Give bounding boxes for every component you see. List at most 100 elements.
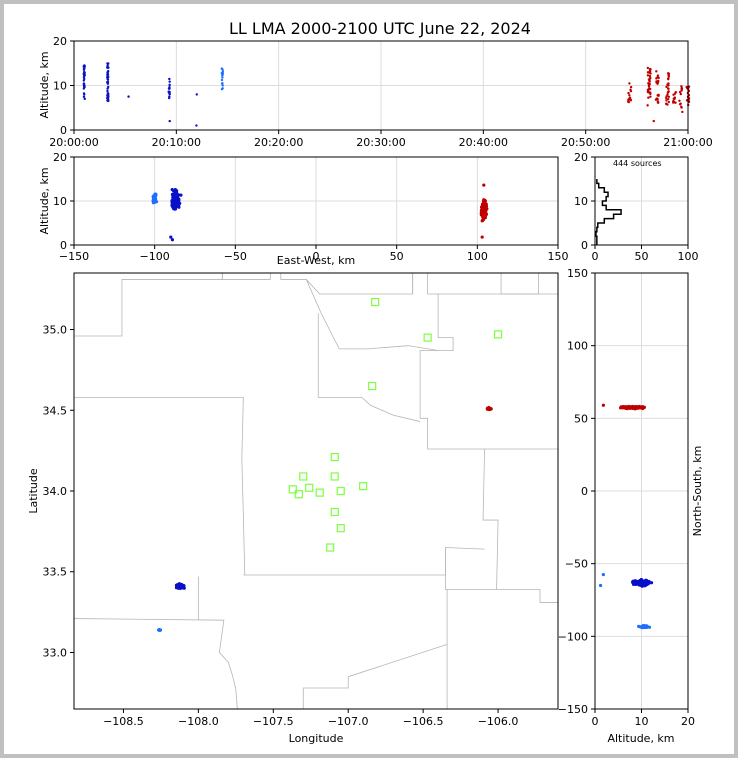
lma-station-marker xyxy=(299,472,308,481)
ew-altitude-ylabel: Altitude, km xyxy=(38,167,51,234)
time-altitude-source xyxy=(106,81,109,84)
time-altitude-source xyxy=(106,73,110,76)
time-altitude-source xyxy=(107,62,110,65)
ew-source xyxy=(176,203,180,207)
time-altitude-source xyxy=(106,94,110,98)
time-altitude-source xyxy=(106,91,110,95)
ns-tick-label: −150 xyxy=(558,703,588,716)
ns-source xyxy=(642,583,646,588)
ew-tick-label: −100 xyxy=(140,250,170,263)
time-altitude-source xyxy=(667,75,671,78)
time-altitude-source xyxy=(628,94,631,97)
latitude-tick-label: 35.0 xyxy=(43,324,68,337)
time-altitude-source xyxy=(665,85,668,89)
time-altitude-source xyxy=(678,99,681,102)
time-altitude-source xyxy=(648,74,652,78)
ns-source xyxy=(649,581,654,585)
ew-tick-label: 0 xyxy=(313,250,320,263)
time-altitude-source xyxy=(106,97,110,101)
longitude-tick-label: −106.5 xyxy=(403,715,444,728)
time-altitude-source xyxy=(673,97,676,101)
time-altitude-source xyxy=(672,101,675,104)
time-altitude-source xyxy=(82,75,86,79)
time-altitude-source xyxy=(646,89,650,92)
ew-source xyxy=(154,192,158,196)
county-boundary xyxy=(482,449,499,590)
county-boundary xyxy=(302,644,448,709)
plan-source xyxy=(177,585,180,589)
time-altitude-source xyxy=(83,97,86,101)
ns-tick-label: −50 xyxy=(565,558,588,571)
ns-xlabel: Altitude, km xyxy=(607,732,674,745)
time-altitude-source xyxy=(674,101,677,104)
time-altitude-source xyxy=(646,104,649,107)
lma-station-marker xyxy=(288,485,297,494)
time-altitude-source xyxy=(666,72,670,75)
ns-source xyxy=(645,624,649,628)
time-altitude-source xyxy=(655,70,658,73)
time-altitude-source xyxy=(127,95,130,98)
altitude-tick-label: 10 xyxy=(53,80,67,93)
time-altitude-source xyxy=(680,89,683,92)
ns-tick-label: 50 xyxy=(574,412,588,425)
time-altitude-source xyxy=(667,95,671,98)
time-altitude-source xyxy=(667,100,670,104)
latitude-tick-label: 33.0 xyxy=(43,646,68,659)
altitude-histogram-line xyxy=(595,179,622,245)
county-boundary xyxy=(73,618,238,710)
latitude-label: Latitude xyxy=(27,468,40,514)
ew-source xyxy=(482,183,486,187)
county-boundary xyxy=(74,396,246,575)
county-boundary xyxy=(305,279,454,351)
longitude-tick-label: −108.5 xyxy=(103,715,144,728)
time-altitude-source xyxy=(167,96,171,100)
ns-source xyxy=(641,405,645,409)
ew-alt-tick-label: 20 xyxy=(53,151,67,164)
altitude-histogram-panel: 0 50 100 0 10 20 444 sources xyxy=(574,151,699,263)
ew-source xyxy=(483,208,487,212)
county-boundary xyxy=(501,273,539,295)
lma-station-marker xyxy=(493,330,503,339)
time-altitude-source xyxy=(680,106,683,109)
ew-tick-label: 150 xyxy=(548,250,569,263)
ew-source xyxy=(481,217,485,222)
ns-source xyxy=(641,579,645,583)
county-boundary xyxy=(419,350,558,450)
ew-tick-label: 50 xyxy=(390,250,404,263)
time-altitude-source xyxy=(666,93,669,96)
ew-source xyxy=(171,193,175,197)
time-altitude-source xyxy=(221,72,225,76)
time-altitude-source xyxy=(628,82,631,85)
time-altitude-panel: 20:00:00 20:10:00 20:20:00 20:30:00 20:40:00… xyxy=(38,35,713,149)
time-altitude-source xyxy=(665,102,668,106)
ew-source xyxy=(170,238,175,242)
time-altitude-source xyxy=(646,71,650,74)
longitude-label: Longitude xyxy=(289,732,344,745)
hist-tick-label: 100 xyxy=(678,250,699,263)
lma-station-marker xyxy=(330,507,339,517)
time-altitude-source xyxy=(168,92,171,96)
ns-source xyxy=(639,582,643,586)
plan-source xyxy=(183,586,186,590)
ew-source xyxy=(173,207,178,211)
time-altitude-source xyxy=(220,82,224,85)
time-altitude-source xyxy=(628,96,632,100)
county-boundaries xyxy=(73,273,558,710)
time-tick-label: 20:40:00 xyxy=(459,136,508,149)
lma-station-marker xyxy=(423,333,432,342)
ns-alt-tick-label: 10 xyxy=(635,715,649,728)
time-altitude-source xyxy=(649,92,652,96)
ew-source xyxy=(480,235,484,239)
time-altitude-source xyxy=(168,119,171,123)
lma-station-marker xyxy=(315,488,324,497)
ew-source xyxy=(171,202,175,206)
time-altitude-source xyxy=(168,87,171,90)
time-altitude-source xyxy=(678,103,682,106)
latitude-tick-label: 34.5 xyxy=(43,404,68,417)
lma-station-marker xyxy=(326,543,335,552)
lma-station-marker xyxy=(371,297,380,307)
time-altitude-source xyxy=(221,76,224,79)
ns-source xyxy=(622,405,626,409)
lma-station-marker xyxy=(294,490,303,499)
ew-tick-label: 100 xyxy=(467,250,488,263)
